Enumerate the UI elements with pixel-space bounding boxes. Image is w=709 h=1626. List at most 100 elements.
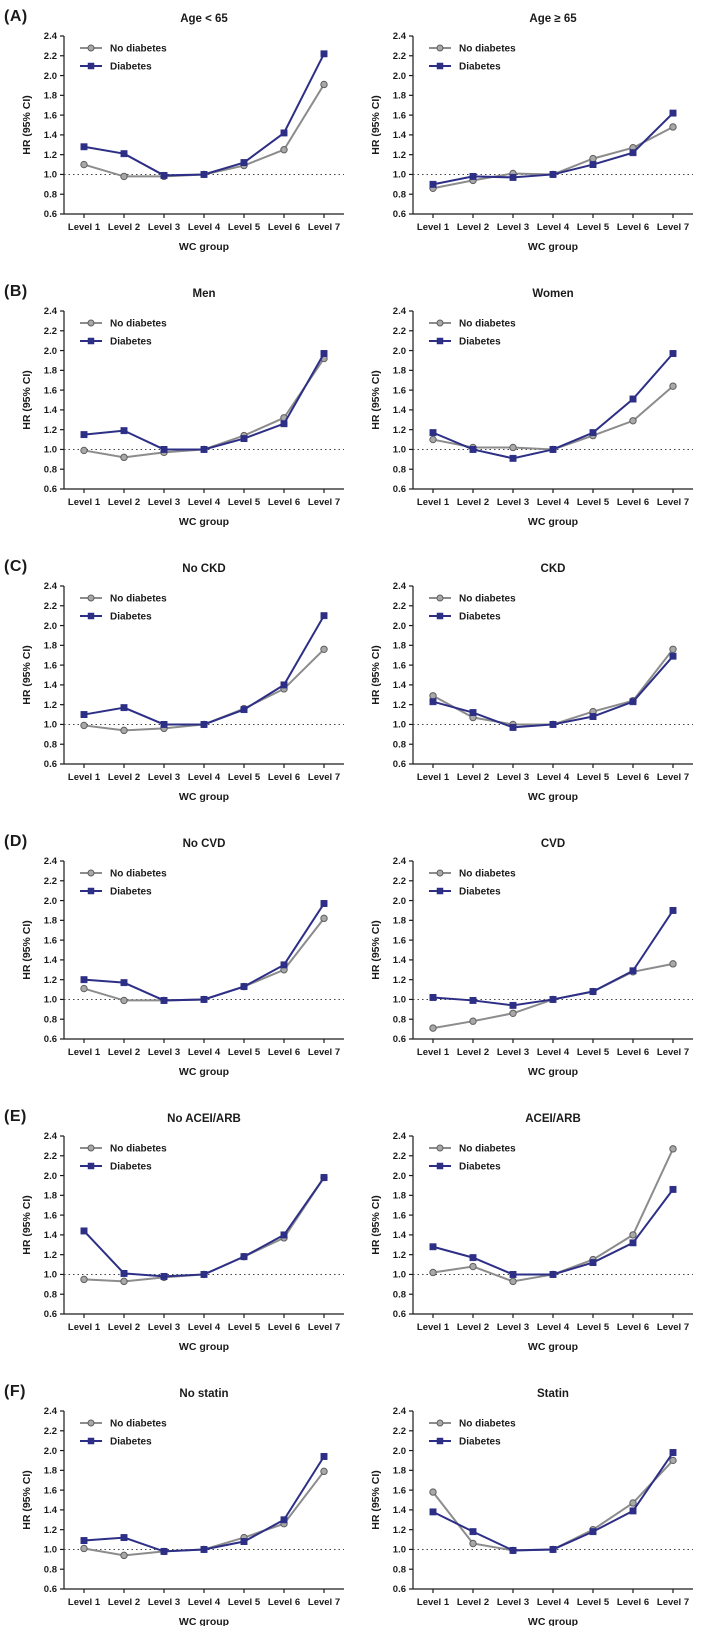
x-tick-label: Level 6	[617, 1597, 649, 1608]
data-point-marker	[240, 435, 248, 443]
data-point-marker	[280, 129, 288, 137]
y-tick-label: 1.2	[44, 150, 57, 161]
series-line-diabetes	[432, 909, 674, 1007]
line-chart-svg: Statin 0.6 0.8 1.0 1.2 1.4 1.6 1.8 2.0 2.2 2.4 Leve…	[370, 1388, 693, 1626]
x-tick-label: Level 3	[497, 497, 529, 508]
data-point-marker	[320, 914, 328, 923]
data-point-marker	[436, 319, 444, 327]
panel-label-a: (A)	[4, 8, 28, 25]
data-point-marker	[436, 62, 444, 70]
data-point-marker	[589, 988, 597, 995]
series-line-no-diabetes	[83, 83, 325, 178]
x-tick-label: Level 6	[617, 497, 649, 508]
line-chart: CVD 0.6 0.8 1.0 1.2 1.4 1.6 1.8 2.0 2.2 2.4 Level 1…	[367, 831, 702, 1083]
x-tick-label: Level 1	[68, 222, 101, 233]
x-tick-label: Level 7	[657, 1322, 689, 1333]
x-tick-label: Level 1	[68, 1322, 101, 1333]
series-line-no-diabetes	[83, 357, 325, 459]
data-point-marker	[436, 337, 444, 345]
y-tick-label: 2.0	[44, 1446, 57, 1457]
y-tick-label: 1.2	[393, 150, 406, 161]
y-tick-label: 0.6	[393, 1034, 406, 1045]
x-tick-label: Level 2	[457, 497, 489, 508]
data-point-marker	[629, 1507, 637, 1515]
y-tick-label: 1.2	[393, 975, 406, 986]
y-tick-label: 2.2	[393, 51, 406, 62]
x-tick-label: Level 1	[417, 1322, 450, 1333]
y-tick-label: 0.8	[44, 1014, 57, 1025]
data-point-marker	[589, 154, 597, 163]
x-axis-label: WC group	[528, 1616, 578, 1626]
charts-row: No CKD 0.6 0.8 1.0 1.2 1.4 1.6 1.8 2.0 2.2 2.4 Leve…	[0, 550, 709, 808]
y-tick-label: 2.2	[44, 51, 57, 62]
y-tick-label: 2.0	[44, 896, 57, 907]
y-tick-label: 1.8	[44, 1466, 57, 1477]
data-point-marker	[80, 976, 88, 984]
data-point-marker	[80, 984, 88, 993]
line-chart-svg: CKD 0.6 0.8 1.0 1.2 1.4 1.6 1.8 2.0 2.2 2.4 Level 1…	[370, 563, 693, 803]
legend-label: Diabetes	[459, 1437, 501, 1448]
y-tick-label: 1.0	[44, 1545, 57, 1556]
y-tick-label: 2.0	[393, 1446, 406, 1457]
legend-label: No diabetes	[459, 1419, 516, 1430]
panel-label-b: (B)	[4, 283, 28, 300]
y-tick-label: 1.6	[44, 1485, 57, 1496]
x-tick-label: Level 3	[148, 1597, 180, 1608]
line-chart: Men 0.6 0.8 1.0 1.2 1.4 1.6 1.8 2.0 2.2 2.4 Level 1…	[18, 281, 353, 533]
legend-label: Diabetes	[459, 612, 501, 623]
y-axis-label: HR (95% CI)	[21, 1470, 33, 1530]
line-chart-svg: Age ≥ 65 0.6 0.8 1.0 1.2 1.4 1.6 1.8 2.0 2.2 2.4 Le…	[370, 13, 693, 253]
data-point-marker	[120, 979, 128, 987]
y-tick-label: 1.0	[44, 1270, 57, 1281]
data-point-marker	[120, 172, 128, 181]
data-point-marker	[436, 44, 444, 52]
data-point-marker	[509, 1546, 517, 1554]
x-tick-label: Level 3	[497, 1597, 529, 1608]
data-point-marker	[280, 1231, 288, 1239]
x-tick-label: Level 4	[188, 772, 221, 783]
x-tick-label: Level 5	[228, 1047, 261, 1058]
y-axis-label: HR (95% CI)	[21, 645, 33, 705]
x-tick-label: Level 6	[268, 1322, 300, 1333]
data-point-marker	[549, 720, 557, 728]
y-tick-label: 1.4	[44, 680, 58, 691]
x-tick-label: Level 3	[497, 1047, 529, 1058]
x-tick-label: Level 3	[148, 1322, 180, 1333]
x-tick-label: Level 3	[497, 222, 529, 233]
data-point-marker	[436, 594, 444, 602]
x-tick-label: Level 5	[228, 772, 261, 783]
y-tick-label: 1.6	[44, 935, 57, 946]
data-point-marker	[80, 711, 88, 719]
y-tick-label: 1.6	[393, 935, 406, 946]
data-point-marker	[509, 454, 517, 462]
data-point-marker	[436, 1144, 444, 1152]
data-point-marker	[669, 350, 677, 357]
y-axis-label: HR (95% CI)	[370, 1195, 382, 1255]
y-tick-label: 1.0	[393, 1270, 406, 1281]
line-chart-svg: No CVD 0.6 0.8 1.0 1.2 1.4 1.6 1.8 2.0 2.2 2.4 Leve…	[21, 838, 344, 1078]
x-tick-label: Level 1	[68, 772, 101, 783]
y-tick-label: 1.8	[44, 1191, 57, 1202]
y-tick-label: 0.8	[44, 464, 57, 475]
y-tick-label: 1.4	[393, 405, 407, 416]
data-point-marker	[509, 443, 517, 452]
y-tick-label: 2.2	[44, 1426, 57, 1437]
y-tick-label: 0.8	[44, 189, 57, 200]
line-chart: No CVD 0.6 0.8 1.0 1.2 1.4 1.6 1.8 2.0 2.2 2.4 Leve…	[18, 831, 353, 1083]
data-point-marker	[80, 1227, 88, 1235]
x-tick-label: Level 3	[497, 1322, 529, 1333]
y-tick-label: 1.2	[44, 1525, 57, 1536]
charts-row: Men 0.6 0.8 1.0 1.2 1.4 1.6 1.8 2.0 2.2 2.4 Level 1…	[0, 275, 709, 533]
y-tick-label: 2.0	[393, 1171, 406, 1182]
x-tick-label: Level 7	[308, 1597, 340, 1608]
chart-title: No ACEI/ARB	[167, 1113, 241, 1125]
y-tick-label: 1.2	[44, 425, 57, 436]
data-point-marker	[669, 645, 677, 653]
data-point-marker	[280, 1516, 288, 1524]
data-point-marker	[200, 1545, 208, 1553]
x-tick-label: Level 2	[457, 222, 489, 233]
data-point-marker	[120, 996, 128, 1005]
x-tick-label: Level 7	[308, 1047, 340, 1058]
line-chart-svg: CVD 0.6 0.8 1.0 1.2 1.4 1.6 1.8 2.0 2.2 2.4 Level 1…	[370, 838, 693, 1078]
x-tick-label: Level 5	[577, 1047, 610, 1058]
